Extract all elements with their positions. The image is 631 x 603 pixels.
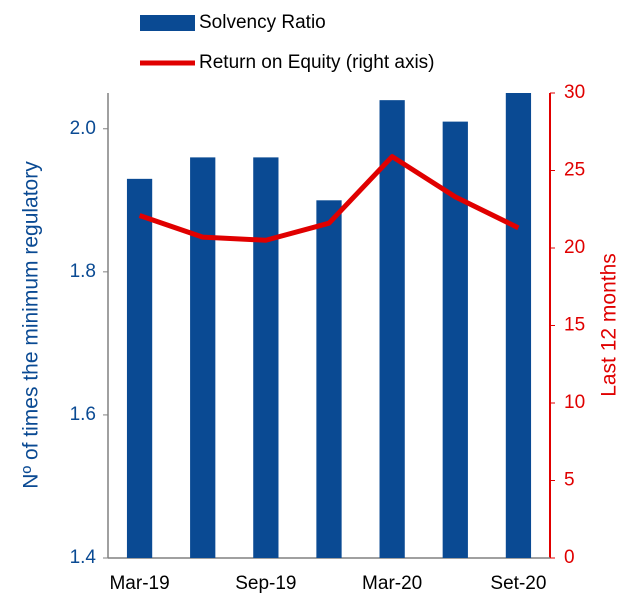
y2-tick-label: 10 bbox=[564, 392, 585, 413]
y-axis-title: Nº of times the minimum regulatory bbox=[20, 161, 43, 489]
y2-tick-label: 5 bbox=[564, 470, 575, 491]
bar bbox=[442, 121, 468, 558]
x-tick-label: Mar-20 bbox=[362, 573, 422, 594]
y-tick-label: 1.6 bbox=[70, 404, 96, 425]
x-tick-label: Set-20 bbox=[490, 573, 546, 594]
bar bbox=[505, 93, 532, 558]
line bbox=[138, 154, 520, 243]
y-tick-label: 1.8 bbox=[70, 261, 96, 282]
x-tick-label: Sep-19 bbox=[235, 573, 296, 594]
legend-swatch bbox=[140, 15, 195, 31]
y2-tick-label: 20 bbox=[564, 237, 585, 258]
bar bbox=[316, 200, 342, 559]
y-tick-label: 2.0 bbox=[70, 118, 96, 139]
bar bbox=[190, 157, 216, 558]
legend-label: Solvency Ratio bbox=[199, 12, 326, 33]
y-tick-label: 1.4 bbox=[70, 547, 97, 568]
legend-label: Return on Equity (right axis) bbox=[199, 52, 435, 73]
y2-tick-label: 15 bbox=[564, 315, 585, 336]
y2-tick-label: 25 bbox=[564, 160, 585, 181]
y2-axis-title: Last 12 months bbox=[598, 253, 621, 397]
bar bbox=[379, 100, 405, 559]
y2-tick-label: 30 bbox=[564, 82, 585, 103]
bar bbox=[126, 178, 153, 558]
x-tick-label: Mar-19 bbox=[109, 573, 169, 594]
y2-tick-label: 0 bbox=[564, 547, 575, 568]
bar bbox=[253, 157, 279, 558]
